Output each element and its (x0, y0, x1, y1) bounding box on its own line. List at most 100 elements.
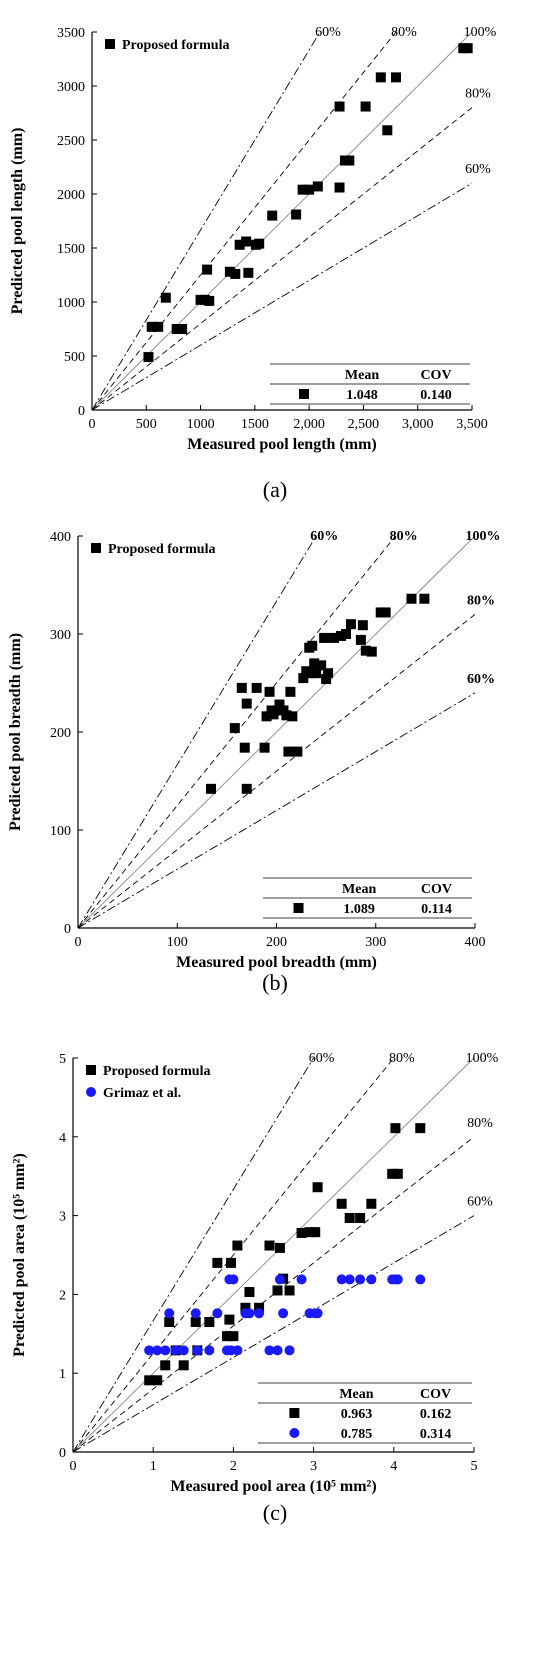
data-point-square (285, 686, 296, 697)
data-point-square (264, 1240, 275, 1251)
data-point-square (303, 668, 314, 679)
data-point-square (292, 746, 303, 757)
reference-line-label: 80% (389, 1051, 415, 1066)
data-point-square (153, 321, 164, 332)
data-point-square (307, 640, 318, 651)
panel-label-c: (c) (263, 1500, 287, 1525)
x-tick-label: 4 (390, 1459, 397, 1474)
reference-line-60pct (77, 535, 317, 929)
data-point-circle (344, 1274, 355, 1285)
legend-a: Proposed formula (105, 38, 229, 53)
ticks-a: 0 500 1000 1500 2,000 2,500 3,000 3,500 0 500 1000… (57, 26, 488, 432)
x-axis-label-b: Measured pool breadth (mm) (176, 954, 377, 971)
data-point-square (204, 295, 215, 306)
data-point-square (171, 324, 182, 334)
reference-line-60pct (91, 31, 321, 411)
data-point-square (146, 321, 157, 332)
stats-header-cov: COV (420, 368, 451, 383)
data-point-circle (296, 1274, 307, 1285)
data-point-circle (366, 1274, 377, 1285)
data-point-square (387, 1168, 398, 1179)
reference-line-label: 60% (309, 1051, 335, 1066)
data-points-c (144, 1123, 426, 1386)
data-point-square (274, 1242, 285, 1253)
reference-line-80pct (91, 31, 397, 411)
y-tick-label: 3 (59, 1210, 66, 1225)
data-point-square (205, 783, 216, 794)
data-point-square (336, 1198, 347, 1209)
panel-a: 60% 80% 100% 80% 60% 0 500 1000 1500 2,000 2,500 3… (9, 25, 497, 502)
data-point-circle (204, 1345, 215, 1356)
reference-lines-c: 60% 80% 100% 80% 60% (72, 1051, 499, 1453)
stats-header-mean: Mean (342, 882, 376, 897)
data-point-circle (170, 1345, 181, 1356)
data-point-circle (178, 1345, 189, 1356)
reference-line-label: 100% (466, 529, 501, 544)
data-point-square (310, 1227, 321, 1238)
data-point-square (241, 698, 252, 709)
legend-marker-square (86, 1065, 96, 1075)
stats-mean-value: 0.785 (341, 1427, 373, 1442)
data-point-circle (212, 1308, 223, 1319)
data-point-square (241, 236, 252, 247)
data-point-square (144, 1375, 155, 1386)
x-tick-label: 500 (136, 417, 157, 432)
reference-line-label: 80% (390, 529, 418, 544)
data-point-circle (254, 1308, 265, 1319)
y-tick-label: 2500 (57, 134, 85, 149)
x-tick-label: 1000 (187, 417, 215, 432)
stats-marker-square (293, 903, 304, 913)
x-tick-label: 300 (365, 935, 386, 950)
y-tick-label: 2000 (57, 188, 85, 203)
y-tick-label: 100 (50, 824, 71, 839)
data-point-square (259, 742, 270, 753)
data-point-square (304, 184, 315, 195)
x-tick-label: 100 (167, 935, 188, 950)
stats-mean-value: 1.089 (343, 902, 375, 917)
data-point-circle (190, 1308, 201, 1319)
data-point-circle (274, 1274, 285, 1285)
x-tick-label: 3,500 (456, 417, 488, 432)
data-point-square (229, 723, 240, 734)
y-tick-label: 1500 (57, 242, 85, 257)
data-point-square (234, 239, 245, 250)
stats-cov-value: 0.140 (420, 388, 452, 403)
data-point-square (360, 101, 371, 112)
data-point-square (355, 634, 366, 645)
data-point-circle (392, 1274, 403, 1285)
data-point-square (228, 1331, 239, 1342)
panel-b: 60% 80% 100% 80% 60% 0 100 200 300 400 0 100 200 300… (7, 529, 501, 995)
data-point-square (261, 711, 272, 722)
x-axis-label-c: Measured pool area (10⁵ mm²) (170, 1478, 376, 1495)
reference-line-80pct (72, 1057, 395, 1453)
data-points-a (143, 43, 473, 363)
ticks-c: 0 1 2 3 4 5 0 1 2 3 4 5 (59, 1052, 478, 1474)
y-tick-label: 0 (78, 404, 85, 419)
data-point-circle (152, 1345, 163, 1356)
data-point-square (204, 1316, 215, 1327)
data-point-square (281, 710, 292, 721)
data-point-square (232, 1240, 243, 1251)
y-tick-label: 400 (50, 530, 71, 545)
data-point-square (345, 619, 356, 630)
stats-cov-value: 0.162 (420, 1407, 452, 1422)
data-point-circle (284, 1345, 295, 1356)
reference-line-label: 80% (467, 1116, 493, 1131)
data-point-circle (244, 1308, 255, 1319)
y-tick-label: 200 (50, 726, 71, 741)
reference-line-80pct (91, 107, 473, 411)
reference-lines-a: 60% 80% 100% 80% 60% (91, 25, 497, 411)
y-tick-label: 0 (59, 1446, 66, 1461)
panel-c: 60% 80% 100% 80% 60% 0 1 2 3 4 5 0 1 2 3 4 5 Proposed f… (11, 1051, 499, 1525)
data-point-square (239, 742, 250, 753)
x-tick-label: 3 (310, 1459, 317, 1474)
data-point-square (160, 292, 171, 303)
data-point-square (202, 264, 213, 275)
x-tick-label: 0 (89, 417, 96, 432)
data-point-circle (272, 1345, 283, 1356)
x-tick-label: 2 (230, 1459, 237, 1474)
x-tick-label: 0 (70, 1459, 77, 1474)
legend-label: Proposed formula (108, 542, 215, 557)
data-point-square (190, 1316, 201, 1327)
